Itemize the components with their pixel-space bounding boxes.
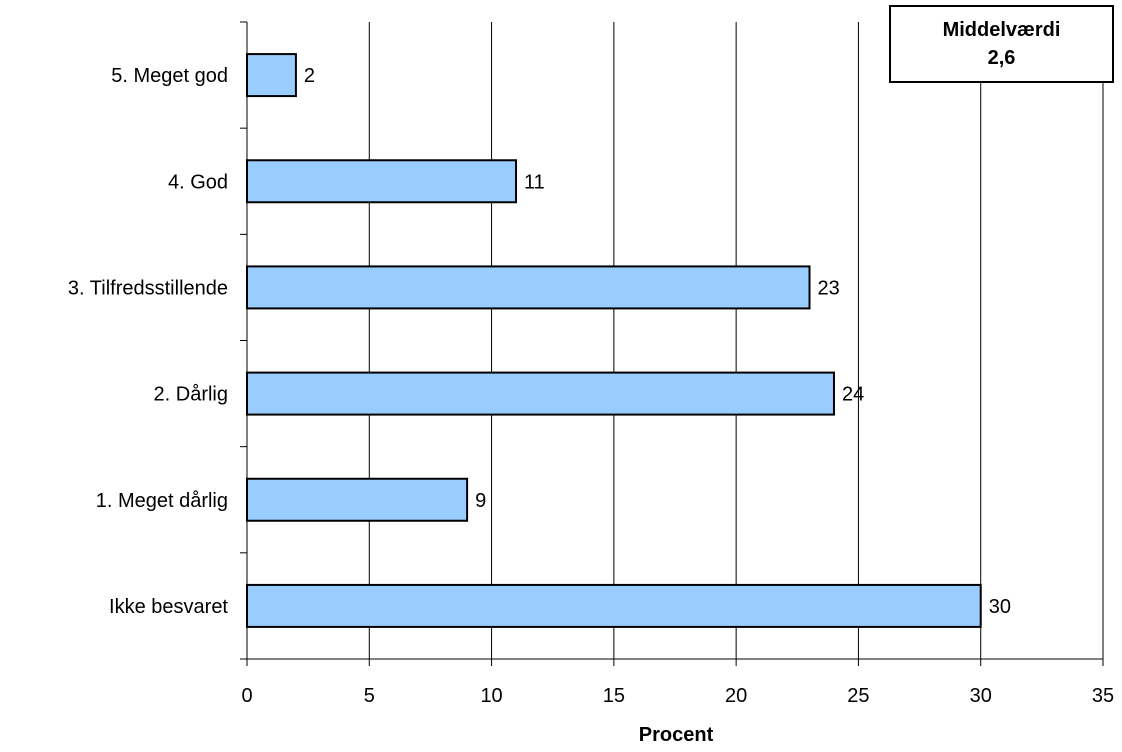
axes: [240, 21, 1104, 666]
bar: [246, 583, 982, 628]
data-label: 11: [524, 171, 545, 193]
data-label: 23: [818, 277, 840, 299]
x-tick-label: 10: [480, 685, 502, 707]
data-label: 9: [475, 490, 486, 512]
x-axis-title: Procent: [639, 724, 714, 746]
mean-value-box: Middelværdi 2,6: [889, 5, 1114, 83]
gridlines: [368, 22, 1104, 659]
bar: [246, 53, 297, 98]
category-label: Ikke besvaret: [109, 596, 228, 618]
x-tick-label: 35: [1092, 685, 1114, 707]
x-tick-label: 20: [725, 685, 747, 707]
category-label: 1. Meget dårlig: [96, 490, 228, 512]
bars: [246, 53, 982, 628]
bar: [246, 477, 469, 522]
x-tick-label: 30: [970, 685, 992, 707]
category-label: 2. Dårlig: [154, 384, 228, 406]
category-label: 4. God: [168, 171, 228, 193]
category-label: 5. Meget god: [111, 65, 228, 87]
mean-value: 2,6: [987, 47, 1016, 69]
data-label: 24: [842, 384, 864, 406]
x-tick-label: 25: [847, 685, 869, 707]
data-label: 30: [989, 596, 1011, 618]
category-label: 3. Tilfredsstillende: [68, 277, 228, 299]
mean-value-title: Middelværdi: [942, 19, 1061, 41]
data-label: 2: [304, 65, 315, 87]
bar: [246, 159, 518, 204]
bar: [246, 371, 835, 416]
labels: 0 5 10 15 20 25 30 35 5. Meget god 2 4. God 11 3. Ti…: [68, 65, 1114, 707]
bar: [246, 265, 811, 310]
x-tick-label: 15: [603, 685, 625, 707]
x-tick-label: 0: [241, 685, 252, 707]
x-tick-label: 5: [364, 685, 375, 707]
